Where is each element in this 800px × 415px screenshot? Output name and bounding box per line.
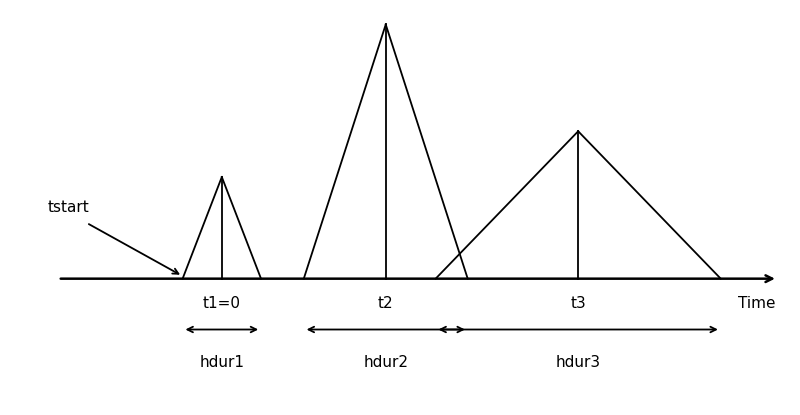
- Text: hdur2: hdur2: [363, 355, 408, 370]
- Text: t2: t2: [378, 296, 394, 312]
- Text: hdur1: hdur1: [199, 355, 244, 370]
- Text: t3: t3: [570, 296, 586, 312]
- Text: hdur3: hdur3: [556, 355, 601, 370]
- Text: Time: Time: [738, 296, 775, 312]
- Text: tstart: tstart: [47, 200, 89, 215]
- Text: t1=0: t1=0: [203, 296, 241, 312]
